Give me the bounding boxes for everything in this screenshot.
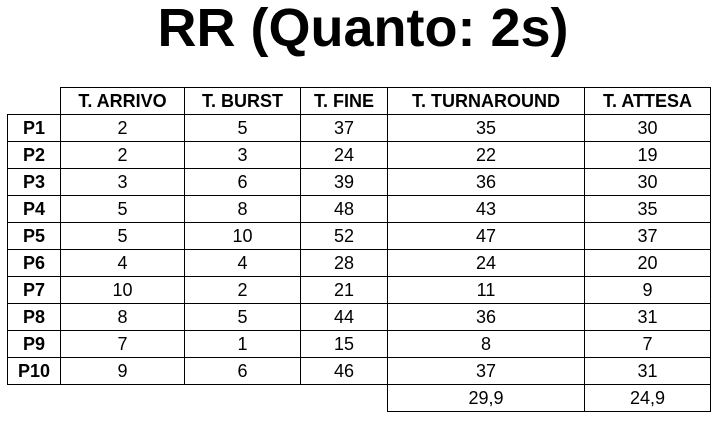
end-cell: 52	[300, 222, 388, 250]
waiting-cell: 30	[584, 168, 711, 196]
arrival-cell: 5	[60, 222, 185, 250]
waiting-cell: 35	[584, 195, 711, 223]
end-cell: 15	[300, 330, 388, 358]
burst-cell: 8	[184, 195, 301, 223]
end-cell: 48	[300, 195, 388, 223]
arrival-cell: 8	[60, 303, 185, 331]
end-cell: 28	[300, 249, 388, 277]
arrival-cell: 9	[60, 357, 185, 385]
column-header-burst: T. BURST	[184, 87, 301, 115]
arrival-cell: 2	[60, 114, 185, 142]
waiting-cell: 37	[584, 222, 711, 250]
process-id: P4	[7, 195, 61, 223]
burst-cell: 2	[184, 276, 301, 304]
page-title: RR (Quanto: 2s)	[157, 0, 569, 58]
table-row: P8 8 5 44 36 31	[7, 303, 711, 331]
column-header-end: T. FINE	[300, 87, 388, 115]
averages-spacer	[301, 385, 388, 412]
turnaround-cell: 35	[387, 114, 585, 142]
waiting-cell: 31	[584, 357, 711, 385]
table-row: P9 7 1 15 8 7	[7, 330, 711, 358]
turnaround-cell: 43	[387, 195, 585, 223]
table-row: P3 3 6 39 36 30	[7, 168, 711, 196]
process-id: P10	[7, 357, 61, 385]
arrival-cell: 7	[60, 330, 185, 358]
waiting-cell: 9	[584, 276, 711, 304]
header-row: T. ARRIVO T. BURST T. FINE T. TURNAROUND…	[7, 87, 711, 115]
averages-spacer	[8, 385, 61, 412]
burst-cell: 5	[184, 303, 301, 331]
table-row: P1 2 5 37 35 30	[7, 114, 711, 142]
turnaround-cell: 11	[387, 276, 585, 304]
table-row: P4 5 8 48 43 35	[7, 195, 711, 223]
end-cell: 24	[300, 141, 388, 169]
table-row: P2 2 3 24 22 19	[7, 141, 711, 169]
averages-spacer	[61, 385, 185, 412]
burst-cell: 3	[184, 141, 301, 169]
table-row: P5 5 10 52 47 37	[7, 222, 711, 250]
scheduling-table: T. ARRIVO T. BURST T. FINE T. TURNAROUND…	[7, 87, 711, 412]
waiting-cell: 31	[584, 303, 711, 331]
arrival-cell: 5	[60, 195, 185, 223]
table-row: P10 9 6 46 37 31	[7, 357, 711, 385]
burst-cell: 6	[184, 357, 301, 385]
turnaround-cell: 8	[387, 330, 585, 358]
process-id: P1	[7, 114, 61, 142]
waiting-cell: 7	[584, 330, 711, 358]
turnaround-cell: 37	[387, 357, 585, 385]
table-row: P7 10 2 21 11 9	[7, 276, 711, 304]
process-id: P2	[7, 141, 61, 169]
waiting-cell: 20	[584, 249, 711, 277]
column-header-waiting: T. ATTESA	[584, 87, 711, 115]
burst-cell: 4	[184, 249, 301, 277]
process-id: P9	[7, 330, 61, 358]
column-header-arrival: T. ARRIVO	[60, 87, 185, 115]
burst-cell: 10	[184, 222, 301, 250]
turnaround-cell: 22	[387, 141, 585, 169]
burst-cell: 1	[184, 330, 301, 358]
end-cell: 46	[300, 357, 388, 385]
turnaround-cell: 36	[387, 303, 585, 331]
process-id: P5	[7, 222, 61, 250]
header-corner	[7, 87, 61, 115]
end-cell: 21	[300, 276, 388, 304]
arrival-cell: 3	[60, 168, 185, 196]
table-row: P6 4 4 28 24 20	[7, 249, 711, 277]
burst-cell: 5	[184, 114, 301, 142]
column-header-turnaround: T. TURNAROUND	[387, 87, 585, 115]
process-id: P6	[7, 249, 61, 277]
average-waiting-cell: 24,9	[584, 384, 711, 412]
end-cell: 37	[300, 114, 388, 142]
turnaround-cell: 36	[387, 168, 585, 196]
turnaround-cell: 47	[387, 222, 585, 250]
turnaround-cell: 24	[387, 249, 585, 277]
process-id: P7	[7, 276, 61, 304]
averages-spacer	[185, 385, 301, 412]
process-id: P8	[7, 303, 61, 331]
arrival-cell: 2	[60, 141, 185, 169]
end-cell: 44	[300, 303, 388, 331]
averages-row: 29,9 24,9	[8, 384, 711, 412]
waiting-cell: 30	[584, 114, 711, 142]
waiting-cell: 19	[584, 141, 711, 169]
arrival-cell: 4	[60, 249, 185, 277]
arrival-cell: 10	[60, 276, 185, 304]
average-turnaround-cell: 29,9	[387, 384, 585, 412]
process-id: P3	[7, 168, 61, 196]
end-cell: 39	[300, 168, 388, 196]
burst-cell: 6	[184, 168, 301, 196]
